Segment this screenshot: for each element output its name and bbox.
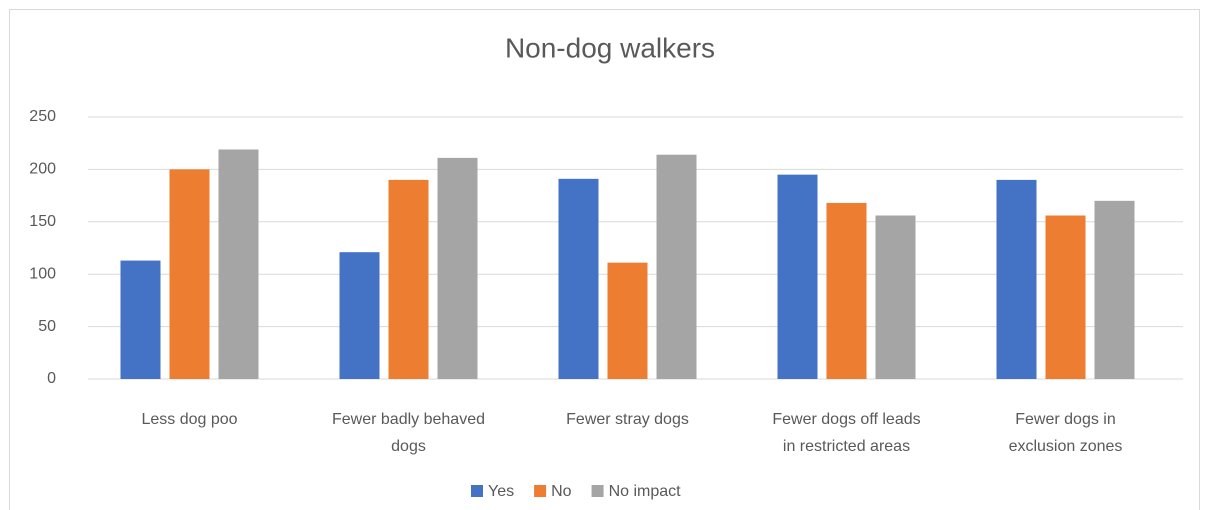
x-tick-line: Fewer dogs off leads xyxy=(772,411,920,428)
legend-label: Yes xyxy=(488,483,514,500)
bar xyxy=(656,154,697,379)
y-tick-label: 200 xyxy=(29,161,56,178)
legend-swatch xyxy=(591,485,604,497)
bar xyxy=(339,252,380,379)
chart-border xyxy=(9,9,1200,510)
bar xyxy=(558,178,599,379)
y-tick-label: 150 xyxy=(29,213,56,230)
bar xyxy=(388,179,429,379)
x-tick-line: Fewer badly behaved xyxy=(332,411,485,428)
bar xyxy=(607,262,648,379)
x-tick-label: Fewer stray dogs xyxy=(566,411,689,428)
bar xyxy=(218,149,259,379)
x-tick-line: dogs xyxy=(391,438,426,455)
y-tick-label: 50 xyxy=(38,318,56,335)
x-tick-line: Less dog poo xyxy=(141,411,237,428)
legend-label: No xyxy=(551,483,572,500)
x-tick-label: Fewer dogs in exclusion zones xyxy=(1009,411,1123,455)
x-tick-line: exclusion zones xyxy=(1009,438,1123,455)
bar xyxy=(437,157,478,379)
x-tick-line: in restricted areas xyxy=(783,438,910,455)
x-tick-label: Fewer badly behaved dogs xyxy=(332,411,485,455)
x-tick-label: Less dog poo xyxy=(141,411,237,428)
bar xyxy=(169,169,210,379)
y-tick-label: 250 xyxy=(29,108,56,125)
bar xyxy=(1094,200,1135,379)
bar xyxy=(875,215,916,379)
legend-swatch xyxy=(534,485,547,497)
bar xyxy=(1045,215,1086,379)
x-tick-line: Fewer dogs in xyxy=(1015,411,1116,428)
bar xyxy=(826,202,867,379)
bar xyxy=(120,260,161,379)
legend-label: No impact xyxy=(609,483,682,500)
x-tick-line: Fewer stray dogs xyxy=(566,411,689,428)
y-tick-label: 0 xyxy=(47,370,56,387)
x-tick-label: Fewer dogs off leads in restricted areas xyxy=(772,411,920,455)
bar xyxy=(777,174,818,379)
chart-title: Non-dog walkers xyxy=(505,32,715,63)
legend-swatch xyxy=(471,485,483,497)
y-tick-label: 100 xyxy=(29,265,56,282)
bar xyxy=(996,179,1037,379)
